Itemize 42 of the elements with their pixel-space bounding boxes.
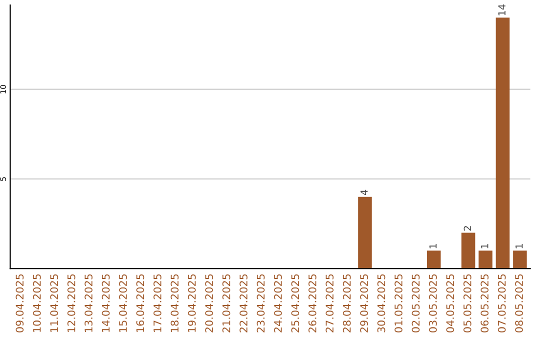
bar bbox=[496, 18, 510, 269]
x-tick-label: 19.04.2025 bbox=[188, 274, 196, 332]
data-label: 4 bbox=[360, 190, 368, 196]
data-label: 2 bbox=[464, 226, 471, 231]
x-tick-label: 23.04.2025 bbox=[256, 274, 265, 332]
x-tick-label: 08.05.2025 bbox=[515, 274, 523, 332]
x-tick-label: 16.04.2025 bbox=[136, 274, 144, 332]
bar bbox=[478, 250, 492, 269]
x-tick-label: 05.05.2025 bbox=[463, 274, 472, 332]
x-tick-label: 11.04.2025 bbox=[50, 274, 58, 332]
x-tick-label: 02.05.2025 bbox=[412, 274, 420, 332]
x-tick-label: 28.04.2025 bbox=[342, 274, 351, 332]
x-tick-label: 22.04.2025 bbox=[240, 274, 248, 332]
x-tick-label: 01.05.2025 bbox=[394, 274, 402, 332]
x-tick-label: 30.04.2025 bbox=[377, 274, 386, 332]
x-tick-label: 18.04.2025 bbox=[170, 274, 179, 332]
x-tick-label: 27.04.2025 bbox=[326, 274, 334, 332]
x-tick-label: 17.04.2025 bbox=[153, 274, 162, 332]
bar bbox=[461, 232, 476, 269]
x-tick-label: 21.04.2025 bbox=[222, 274, 230, 332]
x-tick-label: 14.04.2025 bbox=[102, 274, 110, 332]
data-label: 1 bbox=[429, 244, 437, 248]
bar bbox=[426, 250, 441, 269]
data-label: 1 bbox=[516, 244, 523, 248]
x-tick-label: 09.04.2025 bbox=[16, 274, 24, 332]
x-tick-label: 25.04.2025 bbox=[291, 274, 300, 332]
x-tick-label: 07.05.2025 bbox=[498, 274, 506, 332]
x-tick-label: 20.04.2025 bbox=[205, 274, 214, 332]
data-label: 1 bbox=[481, 244, 488, 248]
x-tick-label: 10.04.2025 bbox=[32, 274, 41, 332]
data-label: 14 bbox=[498, 4, 506, 16]
x-tick-label: 24.04.2025 bbox=[274, 274, 282, 332]
bar bbox=[358, 196, 372, 269]
x-tick-label: 29.04.2025 bbox=[360, 274, 368, 332]
bar bbox=[513, 250, 527, 269]
x-tick-label: 26.04.2025 bbox=[308, 274, 316, 332]
x-tick-label: 15.04.2025 bbox=[119, 274, 127, 332]
x-tick-label: 13.04.2025 bbox=[84, 274, 92, 332]
x-tick-label: 03.05.2025 bbox=[428, 274, 437, 332]
x-tick-label: 06.05.2025 bbox=[480, 274, 489, 332]
x-tick-label: 04.05.2025 bbox=[446, 274, 454, 332]
x-tick-label: 12.04.2025 bbox=[67, 274, 76, 332]
